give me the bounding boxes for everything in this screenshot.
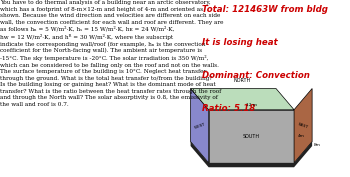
Polygon shape xyxy=(209,110,294,163)
Text: 8m: 8m xyxy=(314,143,321,147)
Text: 12 m: 12 m xyxy=(246,103,257,107)
Text: It is losing heat: It is losing heat xyxy=(202,38,278,47)
Text: Total: 121463W from bldg: Total: 121463W from bldg xyxy=(202,5,328,14)
Text: Ratio: 5.18: Ratio: 5.18 xyxy=(202,104,255,113)
Text: WEST: WEST xyxy=(193,122,206,130)
Text: 4m: 4m xyxy=(298,134,304,138)
Polygon shape xyxy=(190,88,209,163)
Text: SOUTH: SOUTH xyxy=(243,134,260,139)
Polygon shape xyxy=(190,142,312,167)
Text: You have to do thermal analysis of a building near an arctic observatory,
which : You have to do thermal analysis of a bui… xyxy=(0,0,224,107)
Polygon shape xyxy=(190,88,294,110)
Text: EAST: EAST xyxy=(298,122,309,129)
Text: Dominant: Convection: Dominant: Convection xyxy=(202,71,310,80)
Polygon shape xyxy=(294,88,312,163)
Text: NORTH: NORTH xyxy=(234,78,251,83)
